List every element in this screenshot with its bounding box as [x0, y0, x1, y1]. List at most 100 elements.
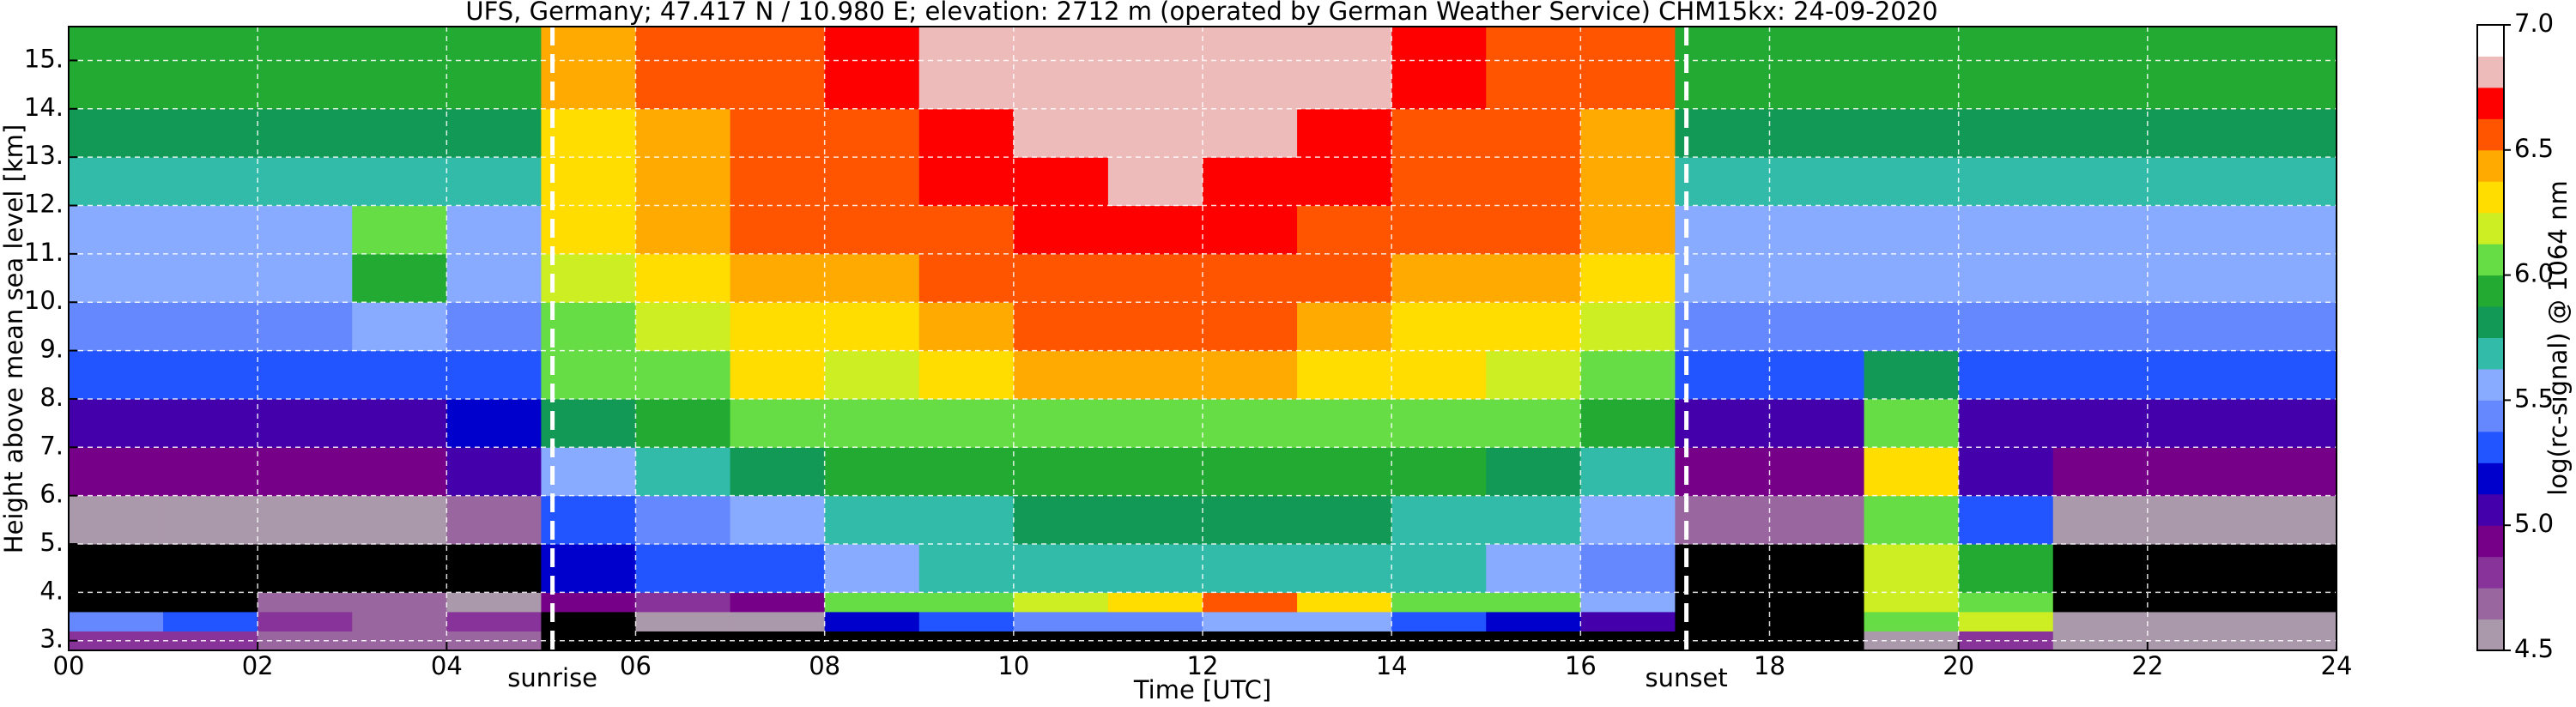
heatmap-cell: [1486, 350, 1581, 400]
heatmap-cell: [918, 398, 1015, 448]
heatmap-cell: [730, 108, 826, 158]
heatmap-cell: [258, 544, 353, 593]
x-tick-label: 14: [1376, 651, 1408, 680]
heatmap-cell: [163, 592, 258, 613]
colorbar-segment: [2477, 462, 2504, 495]
heatmap-cell: [1958, 398, 2054, 448]
heatmap-cell: [541, 350, 636, 400]
heatmap-cell: [1107, 350, 1203, 400]
heatmap-cell: [730, 302, 826, 352]
heatmap-cell: [824, 447, 920, 497]
heatmap-cell: [2241, 495, 2337, 545]
heatmap-cell: [1203, 592, 1298, 613]
heatmap-cell: [1391, 592, 1487, 613]
heatmap-cell: [1958, 447, 2054, 497]
heatmap-cell: [2241, 27, 2337, 110]
heatmap-cell: [1958, 350, 2054, 400]
heatmap-cell: [1769, 157, 1865, 207]
heatmap-cell: [1391, 398, 1487, 448]
heatmap-cell: [1675, 302, 1770, 352]
heatmap-cell: [1107, 495, 1203, 545]
heatmap-cell: [2052, 350, 2149, 400]
heatmap-cell: [69, 495, 164, 545]
heatmap-cell: [635, 157, 731, 207]
heatmap-cell: [730, 447, 826, 497]
heatmap-cell: [163, 447, 258, 497]
heatmap-cell: [1769, 27, 1865, 110]
x-tick-label: 00: [53, 651, 85, 680]
colorbar-tick-label: 5.0: [2514, 509, 2554, 538]
heatmap-cell: [69, 592, 164, 613]
heatmap-cell: [69, 108, 164, 158]
x-tick-label: 08: [809, 651, 840, 680]
heatmap-cell: [2147, 350, 2243, 400]
colorbar-segment: [2477, 431, 2504, 463]
heatmap-cell: [1486, 495, 1581, 545]
heatmap-cell: [2147, 253, 2243, 303]
heatmap-cell: [1864, 302, 1960, 352]
heatmap-cell: [1107, 108, 1203, 158]
heatmap-cell: [69, 205, 164, 255]
colorbar-tick-label: 6.0: [2514, 259, 2554, 288]
heatmap-cell: [446, 350, 542, 400]
heatmap-cell: [1013, 350, 1109, 400]
heatmap-cell: [1391, 205, 1487, 255]
heatmap-cell: [1203, 253, 1298, 303]
heatmap-cell: [1675, 205, 1770, 255]
heatmap-cell: [1203, 544, 1298, 593]
heatmap-cell: [1013, 447, 1109, 497]
heatmap-cell: [1013, 205, 1109, 255]
heatmap-cell: [1675, 544, 1770, 593]
heatmap-cell: [258, 27, 353, 110]
colorbar-tick-label: 7.0: [2514, 9, 2554, 38]
heatmap-cell: [258, 205, 353, 255]
heatmap-cell: [918, 157, 1015, 207]
y-tick-label: 7.: [39, 431, 64, 460]
colorbar-segment: [2477, 400, 2504, 432]
heatmap-cell: [1486, 398, 1581, 448]
colorbar-segment: [2477, 181, 2504, 214]
heatmap-cell: [824, 302, 920, 352]
colorbar-segment: [2477, 275, 2504, 307]
heatmap-cell: [258, 302, 353, 352]
colorbar-segment: [2477, 525, 2504, 558]
heatmap-cell: [258, 495, 353, 545]
colorbar-label: log(rc-signal) @ 1064 nm: [2543, 180, 2573, 495]
heatmap-cell: [1391, 27, 1487, 110]
heatmap-cell: [918, 205, 1015, 255]
heatmap-cell: [1675, 447, 1770, 497]
heatmap-cell: [1580, 611, 1676, 631]
heatmap-cell: [258, 447, 353, 497]
heatmap-cell: [258, 611, 353, 631]
heatmap-cell: [1958, 253, 2054, 303]
heatmap-cell: [1391, 544, 1487, 593]
heatmap-cell: [1675, 495, 1770, 545]
heatmap-cell: [2052, 302, 2149, 352]
heatmap-cell: [1297, 302, 1392, 352]
colorbar-tick-label: 4.5: [2514, 634, 2554, 663]
heatmap-cell: [1580, 495, 1676, 545]
heatmap-cell: [258, 157, 353, 207]
y-tick-label: 14.: [24, 93, 64, 122]
colorbar-segment: [2477, 149, 2504, 182]
y-axis-label: Height above mean sea level [km]: [0, 124, 28, 553]
heatmap-cell: [730, 27, 826, 110]
heatmap-cell: [541, 302, 636, 352]
colorbar-segment: [2477, 493, 2504, 526]
heatmap-cell: [1297, 27, 1392, 110]
heatmap-cell: [918, 544, 1015, 593]
heatmap-cell: [1391, 447, 1487, 497]
heatmap-cell: [1864, 592, 1960, 613]
heatmap-cell: [163, 205, 258, 255]
heatmap-cell: [1107, 592, 1203, 613]
heatmap-cell: [1107, 205, 1203, 255]
heatmap-cell: [918, 592, 1015, 613]
heatmap-cell: [1203, 157, 1298, 207]
heatmap-cell: [635, 108, 731, 158]
heatmap-cell: [163, 350, 258, 400]
y-tick-label: 10.: [24, 286, 64, 315]
heatmap-cell: [446, 157, 542, 207]
heatmap-cell: [163, 27, 258, 110]
heatmap-cell: [1486, 253, 1581, 303]
heatmap-cell: [2241, 350, 2337, 400]
